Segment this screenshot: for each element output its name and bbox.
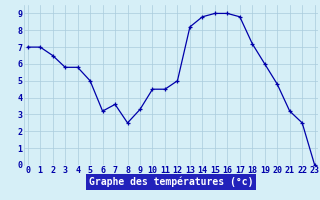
X-axis label: Graphe des températures (°c): Graphe des températures (°c)	[89, 177, 253, 187]
